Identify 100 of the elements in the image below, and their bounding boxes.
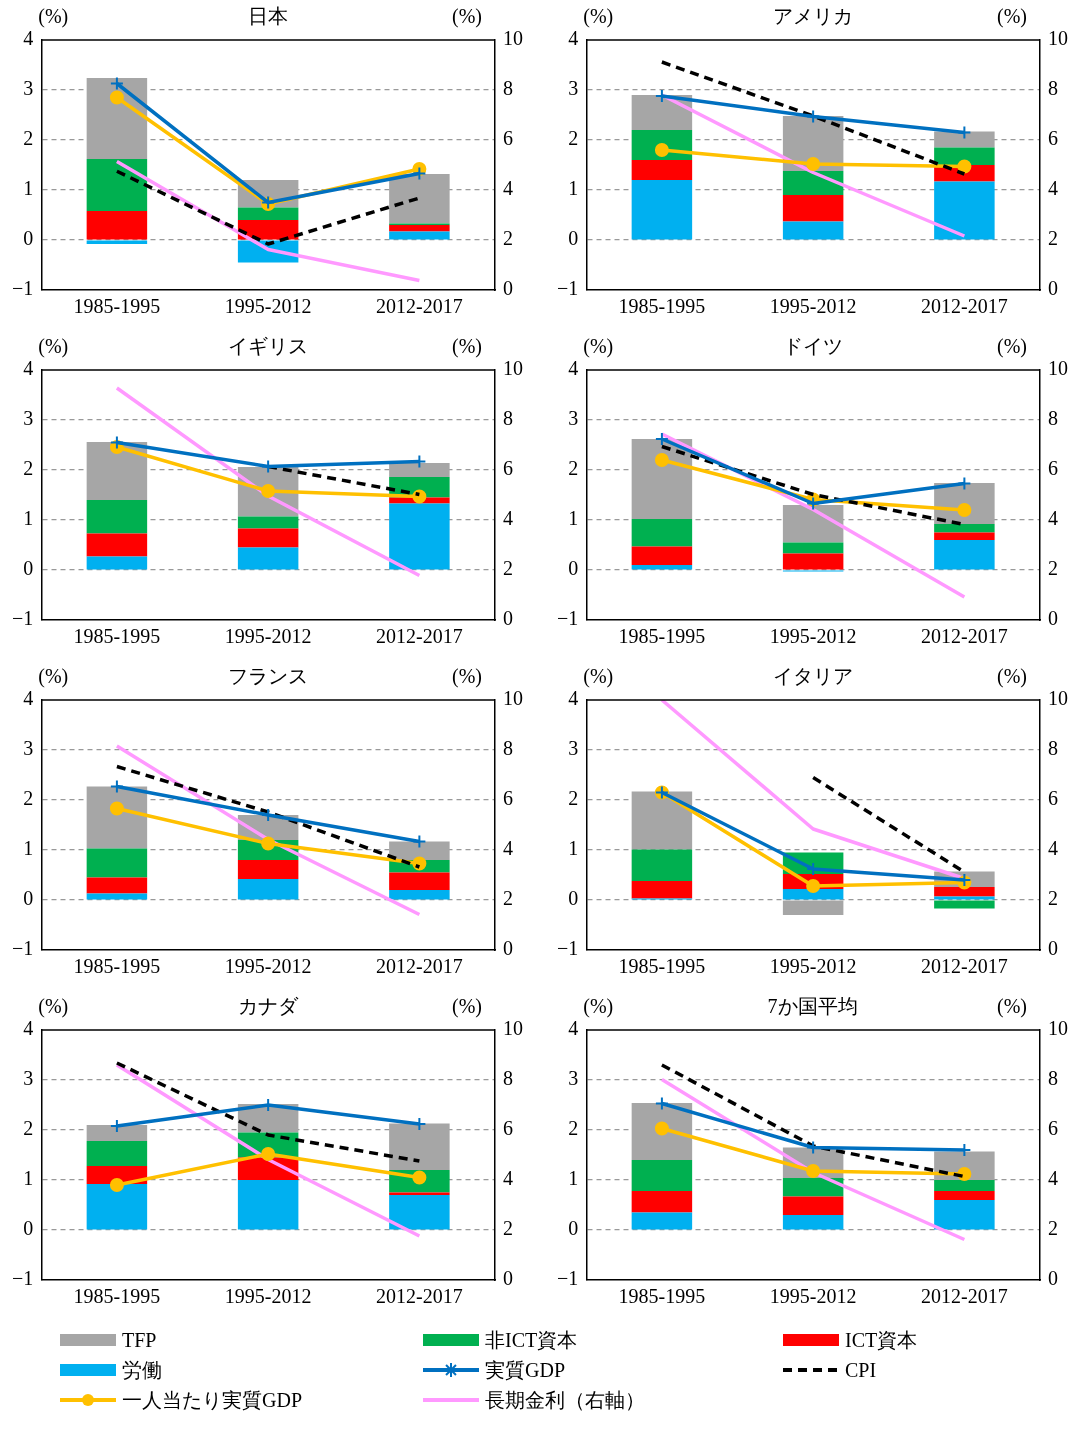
y2-tick-label: 2: [1048, 557, 1058, 580]
y2-tick-label: 2: [1048, 1217, 1058, 1240]
y-tick-label: −1: [557, 277, 579, 300]
y-tick-label: −1: [12, 607, 34, 630]
y-tick-label: −1: [557, 937, 579, 960]
x-tick-label: 1985-1995: [618, 1285, 706, 1308]
x-tick-label: 1985-1995: [618, 625, 706, 648]
legend-label: ICT資本: [845, 1327, 918, 1353]
y2-tick-label: 6: [503, 457, 513, 480]
y2-tick-label: 8: [1048, 1067, 1058, 1090]
y-tick-label: 2: [568, 127, 579, 150]
y-tick-label: 0: [568, 227, 579, 250]
x-tick-label: 1985-1995: [618, 295, 706, 318]
y-tick-label: 2: [23, 457, 34, 480]
y2-tick-label: 6: [1048, 1117, 1058, 1140]
y-tick-label: 3: [23, 407, 34, 430]
x-tick-label: 1995-2012: [769, 625, 857, 648]
y2-tick-label: 8: [503, 737, 513, 760]
y2-tick-label: 4: [503, 1167, 513, 1190]
y2-tick-label: 6: [1048, 787, 1058, 810]
x-tick-label: 1985-1995: [73, 625, 161, 648]
y-tick-label: 1: [568, 177, 579, 200]
y2-axis-title: (%): [452, 665, 482, 689]
y-tick-label: 1: [23, 1167, 34, 1190]
y2-tick-label: 10: [503, 357, 523, 380]
y-tick-label: 3: [23, 77, 34, 100]
y-tick-label: 0: [23, 1217, 34, 1240]
legend-label: TFP: [122, 1328, 157, 1352]
y-axis-title: (%): [583, 995, 614, 1019]
x-tick-label: 1985-1995: [73, 1285, 161, 1308]
chart-title: イギリス: [227, 335, 308, 358]
chart-title: フランス: [227, 665, 308, 688]
legend-label: 労働: [122, 1357, 162, 1383]
y2-tick-label: 2: [503, 887, 513, 910]
y-tick-label: 4: [23, 27, 34, 50]
legend-label: 非ICT資本: [485, 1327, 578, 1353]
y2-tick-label: 2: [1048, 227, 1058, 250]
y2-tick-label: 6: [503, 127, 513, 150]
y2-tick-label: 8: [503, 77, 513, 100]
y-tick-label: 0: [568, 557, 579, 580]
chart-title: カナダ: [237, 995, 299, 1018]
x-tick-label: 2012-2017: [921, 295, 1008, 318]
y-tick-label: 0: [23, 557, 34, 580]
y-tick-label: 1: [568, 507, 579, 530]
y2-tick-label: 10: [1048, 687, 1068, 710]
x-tick-label: 2012-2017: [376, 625, 463, 648]
y2-tick-label: 4: [503, 177, 513, 200]
y-tick-label: 2: [23, 787, 34, 810]
y-tick-label: 3: [23, 737, 34, 760]
y2-tick-label: 2: [503, 227, 513, 250]
y2-tick-label: 6: [1048, 457, 1058, 480]
x-tick-label: 1985-1995: [73, 295, 161, 318]
y-axis-title: (%): [38, 5, 69, 29]
y2-tick-label: 10: [503, 687, 523, 710]
y-tick-label: 4: [568, 357, 579, 380]
y-tick-label: 0: [23, 887, 34, 910]
y-tick-label: 4: [568, 687, 579, 710]
y-tick-label: 3: [568, 407, 579, 430]
y2-tick-label: 0: [503, 607, 513, 630]
y2-tick-label: 10: [1048, 1017, 1068, 1040]
legend-label: CPI: [845, 1358, 877, 1382]
y-tick-label: 3: [568, 77, 579, 100]
y-axis-title: (%): [38, 665, 69, 689]
x-tick-label: 1995-2012: [769, 295, 857, 318]
x-tick-label: 1995-2012: [769, 1285, 857, 1308]
y2-tick-label: 0: [1048, 277, 1058, 300]
y-tick-label: 1: [23, 507, 34, 530]
y2-axis-title: (%): [997, 665, 1027, 689]
y2-axis-title: (%): [997, 5, 1027, 29]
y-tick-label: 1: [23, 837, 34, 860]
y2-axis-title: (%): [452, 335, 482, 359]
x-tick-label: 1995-2012: [224, 295, 312, 318]
y-tick-label: 2: [568, 787, 579, 810]
y-tick-label: −1: [557, 607, 579, 630]
y2-tick-label: 4: [503, 507, 513, 530]
y-tick-label: 4: [23, 1017, 34, 1040]
y-tick-label: 2: [568, 1117, 579, 1140]
x-tick-label: 2012-2017: [376, 1285, 463, 1308]
y2-tick-label: 2: [503, 557, 513, 580]
y2-tick-label: 4: [1048, 177, 1058, 200]
y-tick-label: 4: [23, 357, 34, 380]
chart-title: 7か国平均: [767, 995, 858, 1018]
x-tick-label: 1995-2012: [224, 625, 312, 648]
y-axis-title: (%): [38, 995, 69, 1019]
chart-title: イタリア: [772, 665, 853, 688]
y-tick-label: 3: [23, 1067, 34, 1090]
y2-tick-label: 4: [1048, 507, 1058, 530]
y-axis-title: (%): [583, 665, 614, 689]
chart-title: アメリカ: [772, 5, 853, 28]
y-tick-label: 1: [568, 837, 579, 860]
y-tick-label: 0: [568, 1217, 579, 1240]
y-tick-label: 2: [568, 457, 579, 480]
y2-tick-label: 6: [503, 1117, 513, 1140]
y2-tick-label: 8: [503, 1067, 513, 1090]
y2-tick-label: 4: [1048, 837, 1058, 860]
y-tick-label: 4: [23, 687, 34, 710]
y2-tick-label: 2: [503, 1217, 513, 1240]
y2-tick-label: 2: [1048, 887, 1058, 910]
y2-axis-title: (%): [997, 335, 1027, 359]
y2-tick-label: 6: [503, 787, 513, 810]
